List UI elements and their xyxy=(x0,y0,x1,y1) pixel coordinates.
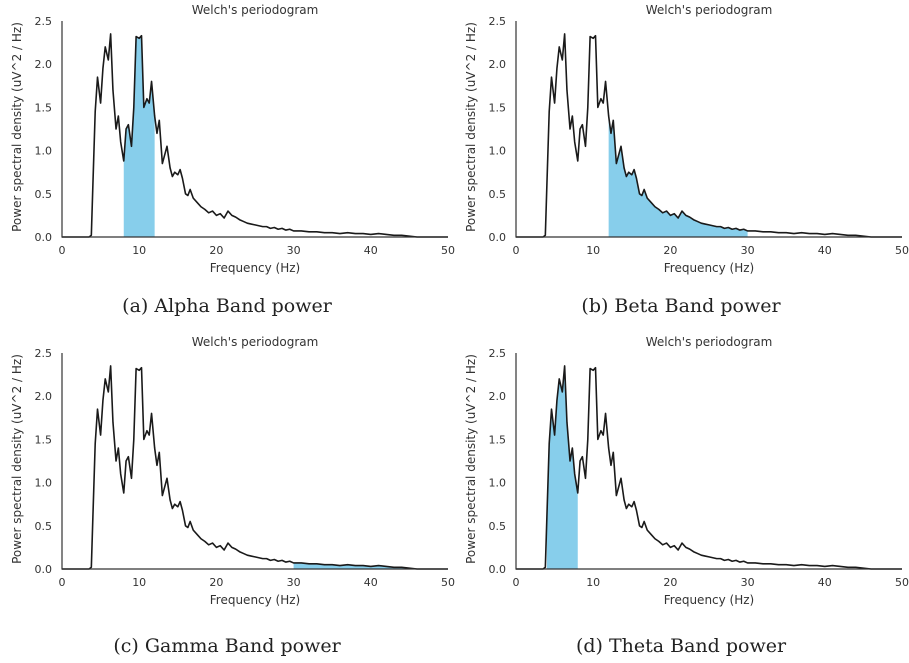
subplot-alpha: Welch's periodogram 0 10 20 30 40 50 0.0 0.5 1.0 1… xyxy=(0,0,455,331)
y-axis-label: Power spectral density (uV^2 / Hz) xyxy=(464,22,478,232)
x-tick-label: 0 xyxy=(513,576,520,589)
y-axis-label: Power spectral density (uV^2 / Hz) xyxy=(10,354,24,564)
caption-theta: (d) Theta Band power xyxy=(575,635,787,657)
subplot-theta: Welch's periodogram 0 10 20 30 40 50 0.0 0.5 1.0 1… xyxy=(454,332,909,663)
x-tick-label: 10 xyxy=(586,576,600,589)
y-axis-label: Power spectral density (uV^2 / Hz) xyxy=(464,354,478,564)
x-tick-label: 10 xyxy=(132,576,146,589)
x-tick-label: 40 xyxy=(818,576,832,589)
chart-title: Welch's periodogram xyxy=(192,335,319,349)
y-tick-label: 0.0 xyxy=(489,563,507,576)
y-tick-label: 1.0 xyxy=(35,145,53,158)
x-tick-label: 50 xyxy=(895,244,909,257)
y-tick-label: 2.5 xyxy=(489,15,507,28)
x-tick-label: 30 xyxy=(287,244,301,257)
psd-line xyxy=(516,365,902,570)
y-tick-label: 1.0 xyxy=(35,477,53,490)
chart-title: Welch's periodogram xyxy=(646,3,773,17)
x-tick-label: 30 xyxy=(741,576,755,589)
x-tick-label: 0 xyxy=(59,576,66,589)
x-axis-label: Frequency (Hz) xyxy=(210,261,301,275)
x-tick-label: 10 xyxy=(586,244,600,257)
y-tick-label: 2.5 xyxy=(35,347,53,360)
x-axis-label: Frequency (Hz) xyxy=(664,593,755,607)
x-tick-label: 20 xyxy=(209,244,223,257)
periodogram-chart-alpha: Welch's periodogram 0 10 20 30 40 50 0.0 0.5 1.0 1… xyxy=(10,3,455,275)
subplot-gamma: Welch's periodogram 0 10 20 30 40 50 0.0 0.5 1.0 1… xyxy=(0,332,455,663)
chart-title: Welch's periodogram xyxy=(646,335,773,349)
y-tick-label: 2.0 xyxy=(35,390,53,403)
y-tick-label: 2.5 xyxy=(35,15,53,28)
axes-spines xyxy=(61,21,448,238)
y-tick-label: 1.0 xyxy=(489,477,507,490)
y-tick-label: 0.0 xyxy=(35,231,53,244)
x-tick-label: 50 xyxy=(895,576,909,589)
y-axis-label: Power spectral density (uV^2 / Hz) xyxy=(10,22,24,232)
caption-alpha: (a) Alpha Band power xyxy=(122,295,332,317)
y-tick-label: 1.5 xyxy=(35,101,53,114)
y-tick-label: 0.0 xyxy=(489,231,507,244)
axes-spines xyxy=(515,353,902,570)
band-fill-alpha xyxy=(123,35,155,237)
x-tick-label: 50 xyxy=(441,244,455,257)
periodogram-chart-gamma: Welch's periodogram 0 10 20 30 40 50 0.0 0.5 1.0 1… xyxy=(10,335,455,607)
x-tick-label: 30 xyxy=(287,576,301,589)
x-tick-label: 20 xyxy=(663,576,677,589)
caption-beta: (b) Beta Band power xyxy=(581,295,781,317)
x-axis-label: Frequency (Hz) xyxy=(210,593,301,607)
x-tick-label: 10 xyxy=(132,244,146,257)
band-fill-beta xyxy=(608,116,748,237)
y-tick-label: 2.5 xyxy=(489,347,507,360)
y-tick-label: 0.5 xyxy=(35,520,53,533)
axes-spines xyxy=(515,21,902,238)
x-tick-label: 50 xyxy=(441,576,455,589)
x-tick-label: 0 xyxy=(513,244,520,257)
x-tick-label: 40 xyxy=(818,244,832,257)
x-tick-label: 20 xyxy=(209,576,223,589)
y-tick-label: 0.5 xyxy=(35,188,53,201)
y-tick-label: 2.0 xyxy=(35,58,53,71)
x-tick-label: 30 xyxy=(741,244,755,257)
y-tick-label: 1.5 xyxy=(35,433,53,446)
x-tick-label: 0 xyxy=(59,244,66,257)
periodogram-chart-beta: Welch's periodogram 0 10 20 30 40 50 0.0 0.5 1.0 1… xyxy=(464,3,909,275)
periodogram-chart-theta: Welch's periodogram 0 10 20 30 40 50 0.0 0.5 1.0 1… xyxy=(464,335,909,607)
x-axis-label: Frequency (Hz) xyxy=(664,261,755,275)
subplot-beta: Welch's periodogram 0 10 20 30 40 50 0.0 0.5 1.0 1… xyxy=(454,0,909,331)
y-tick-label: 0.0 xyxy=(35,563,53,576)
y-tick-label: 0.5 xyxy=(489,188,507,201)
psd-line xyxy=(516,33,902,238)
x-tick-label: 40 xyxy=(364,576,378,589)
psd-line xyxy=(62,365,448,570)
x-tick-label: 40 xyxy=(364,244,378,257)
y-tick-label: 2.0 xyxy=(489,390,507,403)
caption-gamma: (c) Gamma Band power xyxy=(113,635,341,657)
y-tick-label: 1.0 xyxy=(489,145,507,158)
y-tick-label: 0.5 xyxy=(489,520,507,533)
x-tick-label: 20 xyxy=(663,244,677,257)
psd-line xyxy=(62,33,448,238)
chart-title: Welch's periodogram xyxy=(192,3,319,17)
y-tick-label: 1.5 xyxy=(489,101,507,114)
y-tick-label: 2.0 xyxy=(489,58,507,71)
y-tick-label: 1.5 xyxy=(489,433,507,446)
axes-spines xyxy=(61,353,448,570)
band-fill-theta xyxy=(546,365,578,569)
